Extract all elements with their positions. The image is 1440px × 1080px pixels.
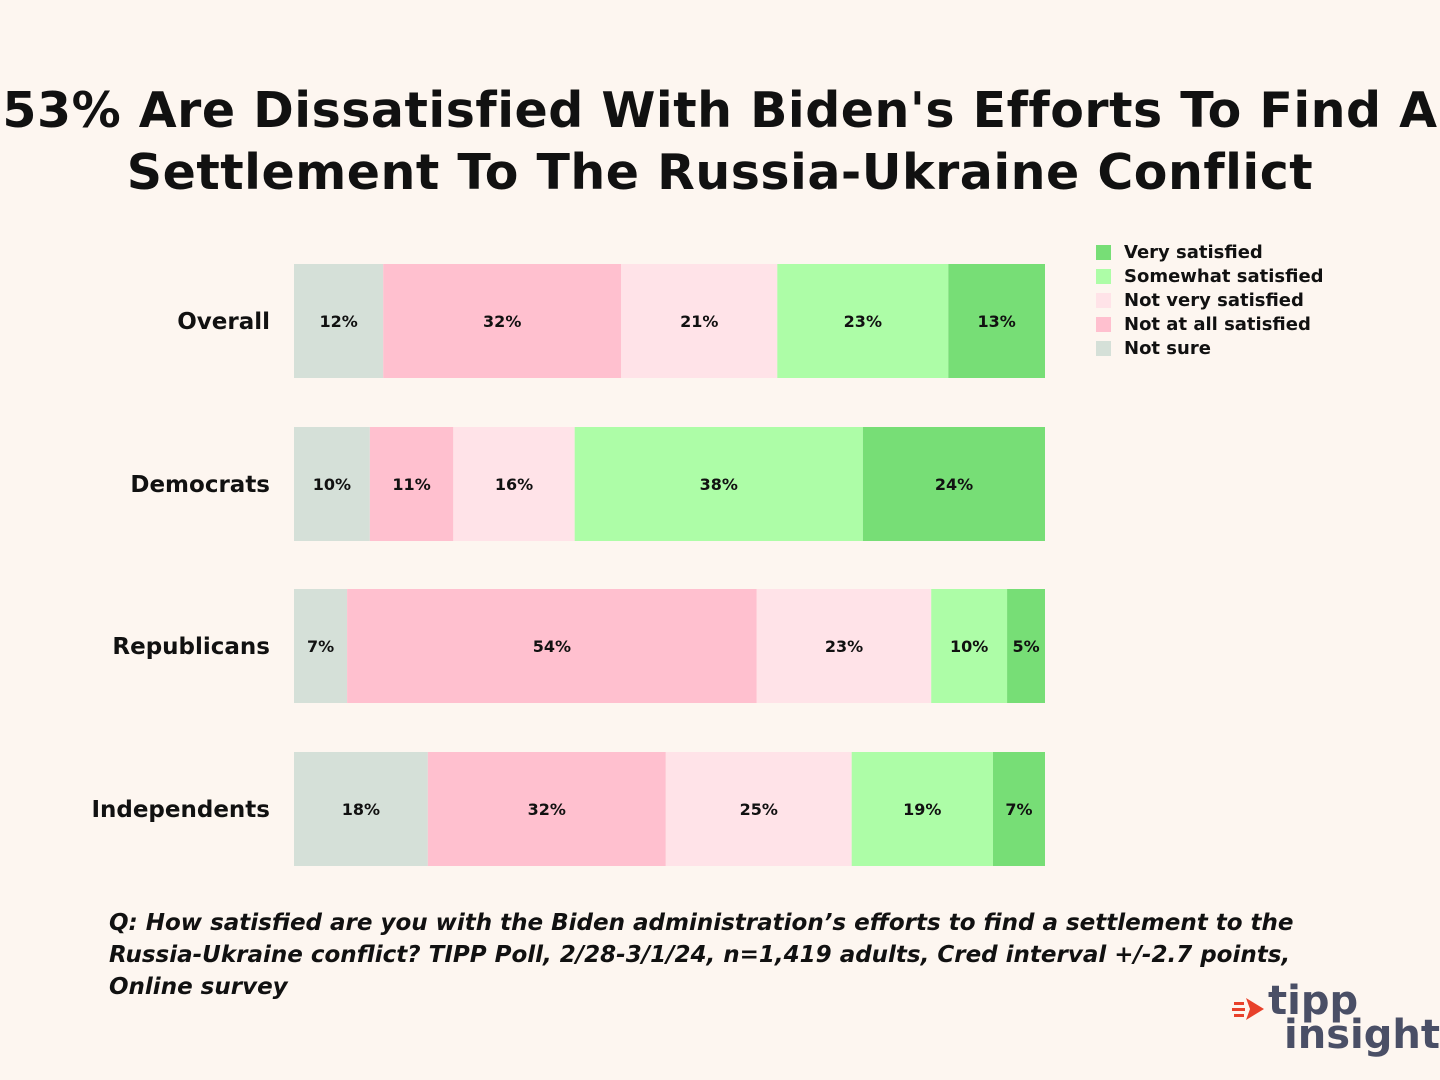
chart-title-line-2: Settlement To The Russia-Ukraine Conflic… (126, 144, 1314, 201)
legend-label: Not very satisfied (1124, 289, 1304, 311)
data-label: 25% (740, 800, 778, 819)
data-label: 18% (342, 800, 380, 819)
legend-swatch (1096, 292, 1111, 308)
logo-arrow-icon (1232, 998, 1264, 1020)
data-label: 23% (825, 637, 863, 656)
legend-item-somewhat-satisfied: Somewhat satisfied (1096, 264, 1324, 288)
legend-label: Very satisfied (1124, 241, 1263, 263)
category-label-democrats: Democrats (130, 472, 270, 498)
tipp-insights-logo: tipp insights (1230, 978, 1440, 1058)
bar-segment-independents-not-sure (294, 752, 428, 866)
data-label: 7% (1005, 800, 1032, 819)
legend-item-not-very-satisfied: Not very satisfied (1096, 288, 1324, 312)
bar-segment-overall-not-at-all-satisfied (383, 264, 622, 378)
data-label: 23% (844, 312, 882, 331)
bar-segment-republicans-somewhat-satisfied (931, 589, 1008, 703)
data-label: 10% (313, 475, 351, 494)
bar-segment-democrats-very-satisfied (862, 427, 1045, 541)
data-label: 12% (319, 312, 357, 331)
bar-segment-independents-not-at-all-satisfied (427, 752, 666, 866)
data-label: 5% (1012, 637, 1039, 656)
bar-segment-independents-not-very-satisfied (665, 752, 852, 866)
legend-item-not-at-all-satisfied: Not at all satisfied (1096, 312, 1324, 336)
data-label: 16% (495, 475, 533, 494)
data-label: 24% (935, 475, 973, 494)
data-label: 13% (978, 312, 1016, 331)
legend-swatch (1096, 268, 1111, 284)
legend-label: Somewhat satisfied (1124, 265, 1324, 287)
bar-segment-overall-very-satisfied (948, 264, 1045, 378)
data-label: 32% (528, 800, 566, 819)
category-label-republicans: Republicans (112, 634, 270, 660)
legend-swatch (1096, 244, 1111, 260)
logo-word-insights: insights (1284, 1012, 1440, 1058)
data-label: 21% (680, 312, 718, 331)
bar-segment-republicans-not-very-satisfied (756, 589, 932, 703)
chart-title: 53% Are Dissatisfied With Biden's Effort… (0, 80, 1440, 204)
bar-segment-democrats-not-sure (294, 427, 370, 541)
category-label-overall: Overall (177, 309, 270, 335)
bar-segment-democrats-somewhat-satisfied (574, 427, 863, 541)
bar-segment-republicans-very-satisfied (1007, 589, 1045, 703)
bar-segment-independents-somewhat-satisfied (851, 752, 993, 866)
data-label: 19% (903, 800, 941, 819)
legend-label: Not at all satisfied (1124, 313, 1311, 335)
data-label: 10% (950, 637, 988, 656)
legend-swatch (1096, 340, 1111, 356)
bar-segment-independents-very-satisfied (992, 752, 1045, 866)
bar-segment-republicans-not-sure (294, 589, 348, 703)
data-label: 11% (392, 475, 430, 494)
legend-label: Not sure (1124, 337, 1211, 359)
bar-segment-republicans-not-at-all-satisfied (347, 589, 757, 703)
data-label: 38% (700, 475, 738, 494)
bar-segment-overall-somewhat-satisfied (777, 264, 949, 378)
legend-item-not-sure: Not sure (1096, 336, 1324, 360)
bar-segment-overall-not-very-satisfied (621, 264, 778, 378)
category-label-independents: Independents (91, 797, 270, 823)
bar-segment-democrats-not-at-all-satisfied (369, 427, 454, 541)
survey-footnote: Q: How satisfied are you with the Biden … (109, 910, 1294, 1000)
data-label: 7% (307, 637, 334, 656)
bar-segment-overall-not-sure (294, 264, 384, 378)
data-label: 54% (533, 637, 571, 656)
logo-word-tipp: tipp (1268, 978, 1359, 1024)
chart-legend: Very satisfied Somewhat satisfied Not ve… (1096, 240, 1324, 360)
data-label: 32% (483, 312, 521, 331)
legend-item-very-satisfied: Very satisfied (1096, 240, 1324, 264)
bar-segment-democrats-not-very-satisfied (453, 427, 575, 541)
legend-swatch (1096, 316, 1111, 332)
chart-title-line-1: 53% Are Dissatisfied With Biden's Effort… (2, 82, 1438, 139)
